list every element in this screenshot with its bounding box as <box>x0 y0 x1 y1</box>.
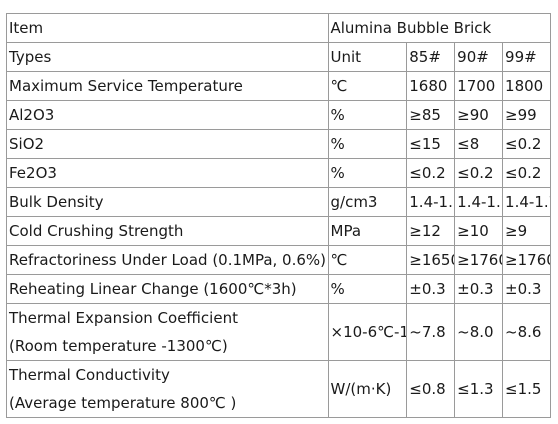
value-cell: ≥90 <box>454 100 504 130</box>
types-label-cell: Types <box>6 42 329 72</box>
value-cell: ±0.3 <box>502 274 551 304</box>
table-row: Refractoriness Under Load (0.1MPa, 0.6%)… <box>6 245 551 275</box>
property-cell: SiO2 <box>6 129 329 159</box>
property-name: Thermal Conductivity <box>9 366 170 384</box>
table-row: Maximum Service Temperature ℃ 1680 1700 … <box>6 71 551 101</box>
unit-cell: % <box>327 100 408 130</box>
unit-cell: % <box>327 158 408 188</box>
table-row: Reheating Linear Change (1600℃*3h) % ±0.… <box>6 274 551 304</box>
property-note: (Average temperature 800℃ ) <box>9 394 237 412</box>
property-cell: Bulk Density <box>6 187 329 217</box>
value-cell: ~8.0 <box>454 303 504 361</box>
table-row: Al2O3 % ≥85 ≥90 ≥99 <box>6 100 551 130</box>
property-cell: Thermal Expansion Coefficient (Room temp… <box>6 303 329 361</box>
value-cell: ≥1760 <box>502 245 551 275</box>
property-cell: Fe2O3 <box>6 158 329 188</box>
table-row: SiO2 % ≤15 ≤8 ≤0.2 <box>6 129 551 159</box>
table-row: Bulk Density g/cm3 1.4-1.7 1.4-1.7 1.4-1… <box>6 187 551 217</box>
value-cell: ≤8 <box>454 129 504 159</box>
value-cell: ≤1.5 <box>502 360 551 418</box>
value-cell: ≥12 <box>406 216 456 246</box>
table-row: Fe2O3 % ≤0.2 ≤0.2 ≤0.2 <box>6 158 551 188</box>
value-cell: ≤1.3 <box>454 360 504 418</box>
unit-cell: ℃ <box>327 245 408 275</box>
value-cell: ≥10 <box>454 216 504 246</box>
property-name: Thermal Expansion Coefficient <box>9 309 238 327</box>
value-cell: ≥1650 <box>406 245 456 275</box>
property-cell: Thermal Conductivity (Average temperatur… <box>6 360 329 418</box>
value-cell: ±0.3 <box>454 274 504 304</box>
value-cell: ≤0.2 <box>454 158 504 188</box>
value-cell: 1.4-1.7 <box>406 187 456 217</box>
property-cell: Cold Crushing Strength <box>6 216 329 246</box>
header-row: Item Alumina Bubble Brick <box>6 13 551 43</box>
value-cell: ≤0.8 <box>406 360 456 418</box>
unit-header-cell: Unit <box>327 42 408 72</box>
property-cell: Refractoriness Under Load (0.1MPa, 0.6%) <box>6 245 329 275</box>
value-cell: ~7.8 <box>406 303 456 361</box>
unit-cell: % <box>327 129 408 159</box>
value-cell: ≥9 <box>502 216 551 246</box>
unit-cell: MPa <box>327 216 408 246</box>
value-cell: ≤15 <box>406 129 456 159</box>
grade-85-cell: 85# <box>406 42 456 72</box>
property-note: (Room temperature -1300℃) <box>9 337 228 355</box>
value-cell: 1800 <box>502 71 551 101</box>
property-cell: Al2O3 <box>6 100 329 130</box>
product-name-cell: Alumina Bubble Brick <box>327 13 551 43</box>
value-cell: ≥85 <box>406 100 456 130</box>
types-row: Types Unit 85# 90# 99# <box>6 42 551 72</box>
table-row: Thermal Conductivity (Average temperatur… <box>6 360 551 418</box>
unit-cell: % <box>327 274 408 304</box>
value-cell: ≥99 <box>502 100 551 130</box>
item-header-cell: Item <box>6 13 329 43</box>
value-cell: 1.4-1.7 <box>454 187 504 217</box>
property-cell: Maximum Service Temperature <box>6 71 329 101</box>
value-cell: ≥1760 <box>454 245 504 275</box>
table-row: Thermal Expansion Coefficient (Room temp… <box>6 303 551 361</box>
unit-cell: g/cm3 <box>327 187 408 217</box>
grade-90-cell: 90# <box>454 42 504 72</box>
grade-99-cell: 99# <box>502 42 551 72</box>
unit-cell: ℃ <box>327 71 408 101</box>
value-cell: ~8.6 <box>502 303 551 361</box>
unit-cell: W/(m·K) <box>327 360 408 418</box>
unit-cell: ×10-6℃-1 <box>327 303 408 361</box>
value-cell: 1700 <box>454 71 504 101</box>
value-cell: 1.4-1.7 <box>502 187 551 217</box>
value-cell: ≤0.2 <box>406 158 456 188</box>
property-cell: Reheating Linear Change (1600℃*3h) <box>6 274 329 304</box>
properties-table: Item Alumina Bubble Brick Types Unit 85#… <box>6 13 551 418</box>
value-cell: ±0.3 <box>406 274 456 304</box>
value-cell: ≤0.2 <box>502 158 551 188</box>
value-cell: 1680 <box>406 71 456 101</box>
table-row: Cold Crushing Strength MPa ≥12 ≥10 ≥9 <box>6 216 551 246</box>
value-cell: ≤0.2 <box>502 129 551 159</box>
